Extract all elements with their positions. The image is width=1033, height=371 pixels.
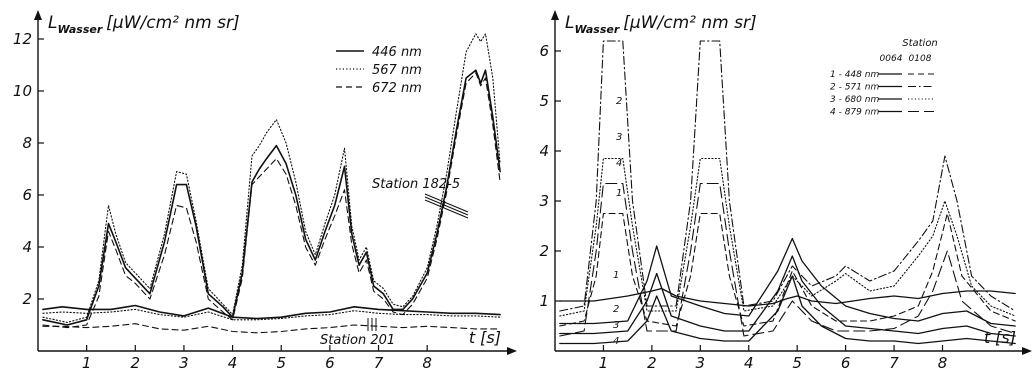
x-tick-label: 6: [325, 354, 335, 371]
y-tick-label: 5: [539, 92, 549, 110]
legend-label: 2 - 571 nm: [830, 83, 879, 93]
y-label-subscript: Wasser: [57, 23, 102, 36]
y-axis-arrow: [34, 10, 42, 20]
legend-title: Station: [902, 38, 938, 49]
series-line-Station 182-5-446-nm: [42, 69, 501, 326]
y-tick-label: 1: [539, 292, 549, 310]
curve-number-label: 2: [613, 304, 619, 315]
curve-number-label: 3: [613, 320, 619, 331]
y-label-main: L: [48, 13, 57, 33]
legend-column-0108: 0108: [909, 54, 932, 64]
curve-number-label: 3: [616, 132, 622, 143]
x-tick-label: 5: [792, 354, 802, 371]
y-label-subscript: Wasser: [574, 23, 619, 36]
y-tick-label: 10: [13, 82, 32, 100]
annotation-station-201: Station 201: [320, 333, 395, 348]
y-tick-label: 3: [539, 192, 549, 210]
annotation-station-182-5: Station 182-5: [372, 177, 460, 192]
x-tick-label: 5: [276, 354, 286, 371]
legend-label: 672 nm: [372, 81, 422, 96]
y-label-unit: [µW/cm² nm sr]: [106, 13, 239, 33]
y-tick-label: 6: [539, 42, 549, 60]
legend-label: 567 nm: [372, 63, 422, 78]
x-axis-arrow: [1022, 347, 1032, 355]
y-label-main: L: [565, 13, 574, 33]
x-tick-label: 2: [131, 354, 141, 371]
x-axis-arrow: [507, 347, 517, 355]
y-tick-label: 4: [22, 238, 32, 256]
legend-label: 3 - 680 nm: [830, 95, 879, 105]
legend-column-0064: 0064: [880, 54, 903, 64]
y-tick-label: 4: [539, 142, 549, 160]
curve-number-label: 1: [613, 270, 619, 281]
series-line-0064-4-879-nm: [559, 275, 1016, 345]
x-tick-label: 7: [374, 354, 384, 371]
series-line-Station 201-672-nm: [42, 323, 501, 334]
curve-number-label: 1: [616, 188, 622, 199]
y-tick-label: 8: [22, 134, 32, 152]
x-tick-label: 4: [228, 354, 238, 371]
annotation-pointer: [424, 196, 469, 216]
x-tick-label: 2: [647, 354, 657, 371]
series-line-0108-4-879-nm: [559, 182, 1016, 337]
series-line-0108-3-680-nm: [559, 157, 1016, 317]
x-axis-label: t [s]: [984, 328, 1016, 347]
x-tick-label: 3: [179, 354, 189, 371]
x-tick-label: 6: [841, 354, 851, 371]
x-tick-label: 1: [599, 354, 609, 371]
y-tick-label: 12: [13, 30, 32, 48]
x-tick-label: 8: [422, 354, 432, 371]
curve-number-label: 4: [613, 336, 619, 347]
x-axis-label: t [s]: [469, 328, 501, 347]
series-line-0108-1-448-nm: [559, 212, 1016, 327]
x-tick-label: 7: [889, 354, 899, 371]
series-line-0064-1-448-nm: [559, 287, 1016, 307]
annotation-pointer: [424, 193, 469, 213]
x-tick-label: 3: [696, 354, 706, 371]
x-tick-label: 1: [82, 354, 92, 371]
legend-label: 1 - 448 nm: [830, 70, 879, 80]
y-axis-arrow: [551, 10, 559, 20]
x-tick-label: 8: [938, 354, 948, 371]
curve-number-label: 2: [616, 96, 622, 107]
y-tick-label: 2: [22, 290, 32, 308]
series-line-0064-2-571-nm: [559, 237, 1016, 327]
y-axis-label: LWasser [µW/cm² nm sr]: [48, 13, 240, 36]
y-tick-label: 6: [22, 186, 32, 204]
legend-label: 4 - 879 nm: [830, 108, 879, 118]
y-label-unit: [µW/cm² nm sr]: [623, 13, 756, 33]
y-tick-label: 2: [539, 242, 549, 260]
y-axis-label: LWasser [µW/cm² nm sr]: [565, 13, 757, 36]
series-line-0064-3-680-nm: [559, 255, 1016, 337]
series-line-Station 182-5-672-nm: [42, 72, 501, 329]
legend-label: 446 nm: [372, 45, 422, 60]
x-tick-label: 4: [744, 354, 754, 371]
series-line-Station 201-446-nm: [42, 304, 501, 320]
curve-number-label: 4: [616, 158, 622, 169]
annotation-pointer: [424, 199, 469, 219]
series-line-Station 201-567-nm: [42, 308, 501, 321]
series-line-0108-2-571-nm: [559, 40, 1016, 312]
